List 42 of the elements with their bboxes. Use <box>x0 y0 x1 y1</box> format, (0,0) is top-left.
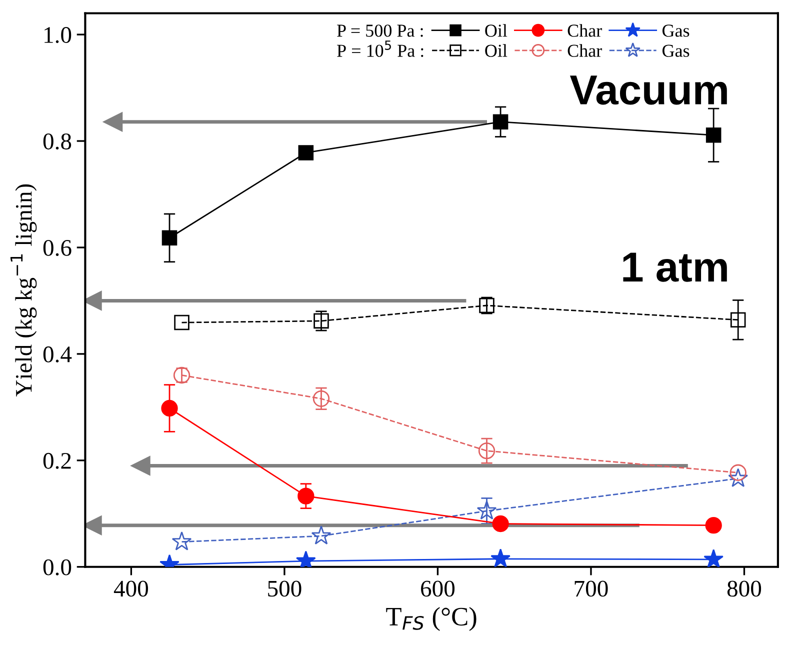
point <box>705 517 722 534</box>
point <box>492 515 509 532</box>
y-tick-label: 0.6 <box>43 240 72 256</box>
point <box>161 400 178 417</box>
point <box>312 390 330 407</box>
point <box>728 468 748 488</box>
y-tick-label: 0.8 <box>43 134 72 150</box>
x-tick-label: 800 <box>727 580 762 597</box>
legend-label: Oil <box>485 44 508 57</box>
point <box>162 230 178 246</box>
legend-label: Oil <box>485 24 508 37</box>
annotation: Vacuum <box>570 76 727 105</box>
annotation: P = 10$^{5}$ Pa : <box>337 40 424 57</box>
x-tick-label: 700 <box>574 580 608 597</box>
annotation: P = 500 Pa : <box>337 24 423 37</box>
x-axis-title: T$_{FS}$ (°C) <box>386 607 476 631</box>
y-tick-label: 0.4 <box>43 346 72 362</box>
point <box>476 500 497 520</box>
y-tick-label: 0.2 <box>43 452 71 469</box>
point <box>298 488 314 504</box>
point <box>706 128 722 143</box>
point <box>172 531 192 550</box>
y-axis-title: Yield (kg kg$^{−1}$ lignin) <box>10 184 37 397</box>
point <box>730 464 746 481</box>
point <box>311 526 332 545</box>
x-tick-label: 400 <box>114 580 148 597</box>
legend-label: Gas <box>662 44 690 57</box>
point <box>704 548 724 567</box>
point <box>490 548 510 567</box>
legend-label: Char <box>568 44 602 57</box>
point <box>492 114 508 130</box>
y-tick-label: 1.0 <box>44 27 72 44</box>
annotation: 1 atm <box>623 252 727 282</box>
legend-label: Char <box>568 24 602 37</box>
point <box>730 312 746 328</box>
point <box>174 314 190 330</box>
point <box>298 145 314 160</box>
point <box>478 442 496 460</box>
legend-label: Gas <box>662 24 690 37</box>
x-tick-label: 600 <box>421 580 455 597</box>
y-tick-label: 0.0 <box>43 559 72 576</box>
x-tick-label: 500 <box>268 580 302 597</box>
